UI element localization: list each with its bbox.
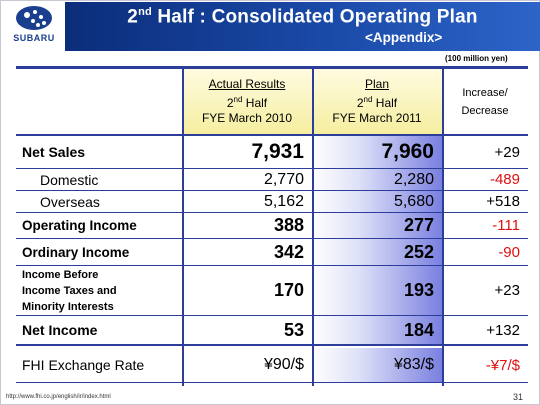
change-value: -489 (489, 171, 520, 188)
plan-value: ¥83/$ (312, 348, 442, 382)
change-value: +518 (486, 193, 520, 210)
header-change-line2: Decrease (461, 104, 509, 117)
change-value: +23 (494, 282, 520, 299)
header-actual-year: FYE March 2010 (201, 111, 293, 125)
header-actual-half: 2nd Half (226, 95, 268, 110)
logo-text: SUBARU (13, 33, 55, 43)
row-label: Operating Income (22, 218, 137, 233)
change-value: -111 (492, 217, 520, 234)
actual-value: 342 (273, 241, 304, 262)
page-number: 31 (513, 392, 524, 402)
table-row: Net Sales 7,931 7,960 +29 (16, 136, 528, 169)
row-label: Domestic (40, 171, 99, 188)
header-label-cell (16, 69, 182, 134)
row-label-line3: Minority Interests (22, 300, 114, 313)
column-divider (442, 66, 444, 386)
header-actual-title: Actual Results (208, 77, 286, 91)
table-row: Operating Income 388 277 -111 (16, 213, 528, 239)
table-row: FHI Exchange Rate ¥90/$ ¥83/$ -¥7/$ (16, 348, 528, 383)
row-label: Net Sales (22, 144, 86, 160)
table-row: Income Before Income Taxes and Minority … (16, 266, 528, 316)
unit-note: (100 million yen) (445, 54, 508, 63)
actual-value: 170 (273, 280, 304, 300)
actual-value: 53 (283, 319, 304, 340)
pleiades-emblem-icon (16, 6, 52, 30)
header-plan-year: FYE March 2011 (332, 111, 422, 125)
page-subtitle: <Appendix> (365, 30, 443, 45)
header-change: Increase/ Decrease (442, 69, 528, 134)
plan-value: 277 (312, 213, 442, 238)
table-row: Net Income 53 184 +132 (16, 316, 528, 346)
change-value: +132 (486, 321, 520, 339)
row-label: Ordinary Income (22, 244, 130, 260)
plan-value: 252 (312, 239, 442, 265)
change-value: +29 (494, 143, 520, 161)
table-row: Overseas 5,162 5,680 +518 (16, 191, 528, 213)
row-label: Income Before Income Taxes and Minority … (16, 266, 182, 315)
operating-plan-table: Actual Results 2nd Half FYE March 2010 P… (16, 66, 528, 386)
plan-value: 2,280 (312, 169, 442, 190)
change-value: -90 (498, 243, 520, 261)
actual-value: 2,770 (263, 170, 304, 188)
subaru-logo: SUBARU (2, 2, 65, 51)
header-actual: Actual Results 2nd Half FYE March 2010 (182, 69, 312, 134)
header-plan-half: 2nd Half (356, 95, 398, 110)
row-label: Net Income (22, 322, 98, 338)
table-top-rule (16, 66, 528, 69)
plan-value: 5,680 (312, 191, 442, 212)
page-title: 2nd Half : Consolidated Operating Plan (127, 6, 478, 28)
table-row: Domestic 2,770 2,280 -489 (16, 169, 528, 191)
plan-value: 7,960 (312, 136, 442, 168)
actual-value: ¥90/$ (263, 356, 304, 373)
plan-value: 193 (312, 266, 442, 315)
actual-value: 5,162 (263, 192, 304, 210)
footer-url-link[interactable]: http://www.fhi.co.jp/english/ir/index.ht… (6, 394, 111, 400)
plan-value: 184 (312, 316, 442, 344)
column-divider (182, 66, 184, 386)
row-label-line1: Income Before (22, 268, 99, 281)
actual-value: 7,931 (251, 140, 304, 163)
column-divider (312, 66, 314, 386)
actual-value: 388 (273, 215, 304, 235)
table-row: Ordinary Income 342 252 -90 (16, 239, 528, 266)
header-change-line1: Increase/ (462, 86, 508, 99)
row-label: Overseas (40, 193, 100, 210)
header-plan: Plan 2nd Half FYE March 2011 (312, 69, 442, 134)
header-plan-title: Plan (364, 77, 390, 91)
row-label: FHI Exchange Rate (22, 357, 145, 373)
table-header-row: Actual Results 2nd Half FYE March 2010 P… (16, 69, 528, 136)
row-label-line2: Income Taxes and (22, 284, 117, 297)
change-value: -¥7/$ (485, 356, 520, 374)
title-banner: 2nd Half : Consolidated Operating Plan <… (65, 2, 540, 51)
